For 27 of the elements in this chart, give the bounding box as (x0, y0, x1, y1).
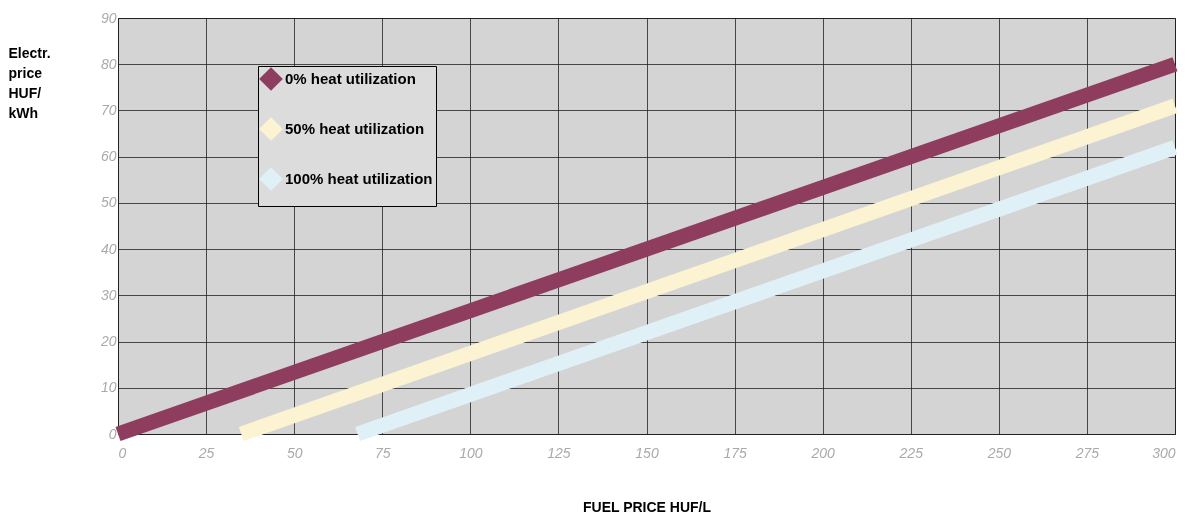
x-tick-label: 200 (810, 444, 836, 461)
y-tick-label: 20 (99, 333, 117, 350)
y-tick-label: 50 (100, 194, 117, 211)
y-tick-label: 90 (100, 9, 117, 26)
x-tick-label: 300 (1152, 444, 1176, 461)
y-tick-label: 30 (100, 286, 117, 303)
x-tick-label: 250 (986, 444, 1012, 461)
legend-label: 100% heat utilization (285, 170, 433, 187)
legend-label: 0% heat utilization (285, 70, 416, 87)
x-tick-label: 75 (374, 444, 391, 461)
x-axis-title: FUEL PRICE HUF/L (582, 498, 712, 515)
y-tick-label: 0 (108, 425, 117, 442)
x-tick-label: 275 (1074, 444, 1100, 461)
y-tick-label: 70 (100, 101, 117, 118)
legend-label: 50% heat utilization (285, 120, 425, 137)
x-tick-label: 225 (898, 444, 924, 461)
y-tick-label: 40 (100, 240, 117, 257)
x-tick-label: 50 (286, 444, 303, 461)
x-tick-label: 25 (197, 444, 215, 461)
x-tick-label: 100 (459, 444, 483, 461)
y-tick-label: 10 (100, 379, 117, 396)
x-tick-label: 150 (635, 444, 659, 461)
y-axis-title: Electr. price HUF/ kWh (8, 44, 51, 121)
y-tick-label: 60 (100, 148, 117, 165)
y-tick-label: 80 (100, 55, 117, 72)
x-tick-label: 175 (723, 444, 747, 461)
x-tick-label: 125 (547, 444, 571, 461)
